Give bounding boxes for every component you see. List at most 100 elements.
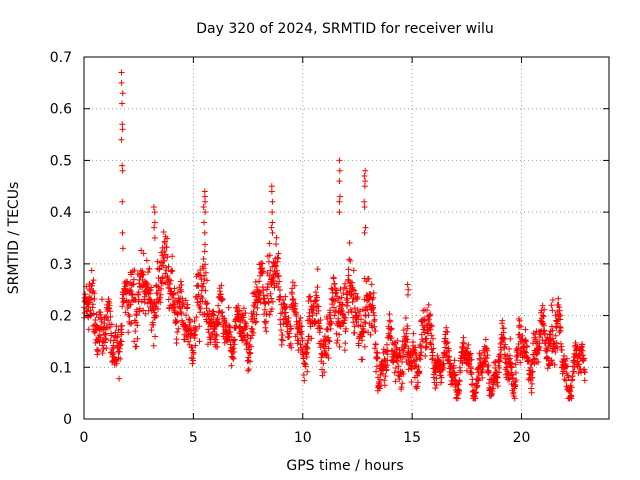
data-point bbox=[372, 341, 379, 348]
data-point bbox=[119, 100, 126, 107]
data-point bbox=[342, 340, 349, 347]
data-point bbox=[465, 341, 472, 348]
data-point bbox=[532, 355, 539, 362]
data-point bbox=[164, 254, 171, 261]
data-point bbox=[94, 351, 101, 358]
data-point bbox=[440, 364, 447, 371]
data-point bbox=[173, 318, 180, 325]
data-point bbox=[113, 360, 120, 367]
data-point bbox=[153, 313, 160, 320]
data-point bbox=[468, 369, 475, 376]
data-point bbox=[475, 377, 482, 384]
data-point bbox=[282, 293, 289, 300]
data-point bbox=[494, 383, 501, 390]
data-point bbox=[513, 376, 520, 383]
data-point bbox=[500, 325, 507, 332]
data-point bbox=[129, 297, 136, 304]
data-point bbox=[362, 312, 369, 319]
data-point bbox=[271, 284, 278, 291]
data-point bbox=[178, 282, 185, 289]
data-point bbox=[166, 280, 173, 287]
data-point bbox=[117, 355, 124, 362]
data-point bbox=[304, 368, 311, 375]
data-point bbox=[207, 339, 214, 346]
data-point bbox=[333, 287, 340, 294]
data-point bbox=[453, 371, 460, 378]
data-point bbox=[361, 172, 368, 179]
data-point bbox=[106, 302, 113, 309]
data-point bbox=[131, 267, 138, 274]
data-point bbox=[336, 157, 343, 164]
data-point bbox=[460, 340, 467, 347]
data-point bbox=[506, 376, 513, 383]
data-point bbox=[186, 316, 193, 323]
data-point bbox=[269, 209, 276, 216]
data-point bbox=[446, 353, 453, 360]
data-point bbox=[456, 378, 463, 385]
data-point bbox=[89, 301, 96, 308]
data-point bbox=[110, 350, 117, 357]
data-point bbox=[351, 287, 358, 294]
data-point bbox=[373, 363, 380, 370]
data-point bbox=[265, 258, 272, 265]
data-point bbox=[90, 310, 97, 317]
data-point bbox=[576, 361, 583, 368]
data-point bbox=[388, 335, 395, 342]
data-point bbox=[485, 362, 492, 369]
data-point bbox=[196, 309, 203, 316]
data-point bbox=[376, 381, 383, 388]
data-point bbox=[536, 343, 543, 350]
data-point bbox=[213, 331, 220, 338]
data-point bbox=[152, 305, 159, 312]
data-point bbox=[400, 370, 407, 377]
axes: 0 5 10 15 20 0 0.1 0.2 0.3 0.4 0.5 0.6 0.7 bbox=[50, 50, 609, 446]
data-point bbox=[314, 266, 321, 273]
data-point bbox=[97, 334, 104, 341]
data-point bbox=[100, 346, 107, 353]
data-point bbox=[160, 228, 167, 235]
plot-frame bbox=[83, 56, 610, 420]
data-point bbox=[285, 315, 292, 322]
data-point bbox=[330, 304, 337, 311]
data-point bbox=[541, 306, 548, 313]
data-point bbox=[351, 323, 358, 330]
data-point bbox=[551, 361, 558, 368]
data-point bbox=[332, 290, 339, 297]
data-point bbox=[233, 323, 240, 330]
data-point bbox=[496, 358, 503, 365]
data-point bbox=[171, 285, 178, 292]
data-point bbox=[336, 178, 343, 185]
data-point bbox=[558, 346, 565, 353]
data-point bbox=[189, 360, 196, 367]
data-point bbox=[377, 371, 384, 378]
data-point bbox=[276, 278, 283, 285]
data-point bbox=[463, 367, 470, 374]
data-point bbox=[170, 301, 177, 308]
data-point bbox=[403, 330, 410, 337]
data-point bbox=[294, 340, 301, 347]
data-point bbox=[405, 286, 412, 293]
data-point bbox=[535, 358, 542, 365]
data-point bbox=[140, 271, 147, 278]
data-point bbox=[201, 229, 208, 236]
data-point bbox=[87, 307, 94, 314]
data-point bbox=[346, 239, 353, 246]
data-point bbox=[497, 354, 504, 361]
data-point bbox=[381, 377, 388, 384]
data-point bbox=[455, 381, 462, 388]
data-point bbox=[84, 308, 91, 315]
data-point bbox=[306, 294, 313, 301]
data-point bbox=[556, 324, 563, 331]
data-point bbox=[288, 344, 295, 351]
data-point bbox=[304, 340, 311, 347]
data-point bbox=[110, 337, 117, 344]
data-point bbox=[327, 309, 334, 316]
data-point bbox=[429, 349, 436, 356]
data-point bbox=[370, 309, 377, 316]
data-point bbox=[392, 340, 399, 347]
data-point bbox=[227, 329, 234, 336]
data-point bbox=[192, 342, 199, 349]
data-point bbox=[116, 375, 123, 382]
data-point bbox=[191, 317, 198, 324]
data-point bbox=[182, 297, 189, 304]
